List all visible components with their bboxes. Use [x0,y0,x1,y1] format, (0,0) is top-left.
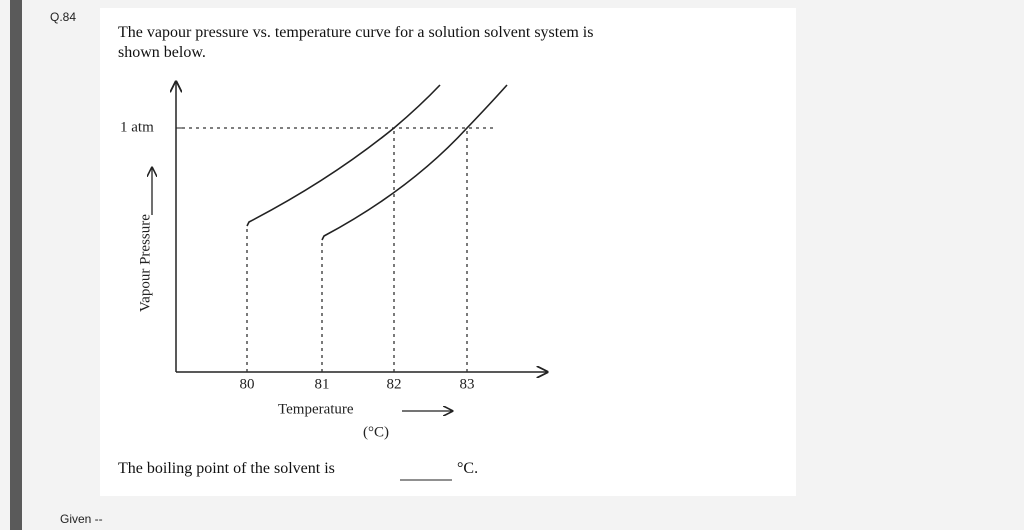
question-text: The vapour pressure vs. temperature curv… [118,24,594,41]
given-label: Given -- [60,512,103,526]
x-unit-label: (°C) [363,424,389,440]
guide-lines [182,127,495,372]
side-bar [10,0,22,530]
question-number: Q.84 [50,10,77,24]
x-tick-label: 81 [315,376,330,392]
prompt-text: The boiling point of the solvent is [118,460,335,477]
solution-curve [321,84,508,241]
x-tick-label: 80 [240,376,255,392]
question-text: shown below. [118,44,206,61]
solvent-curve [246,84,441,227]
y-axis-label: Vapour Pressure [137,214,153,312]
x-axis-label: Temperature [278,401,354,417]
x-tick-label: 82 [387,376,402,392]
x-tick-label: 83 [460,376,475,392]
prompt-unit: °C. [457,460,479,477]
y-mark-label: 1 atm [120,119,154,135]
